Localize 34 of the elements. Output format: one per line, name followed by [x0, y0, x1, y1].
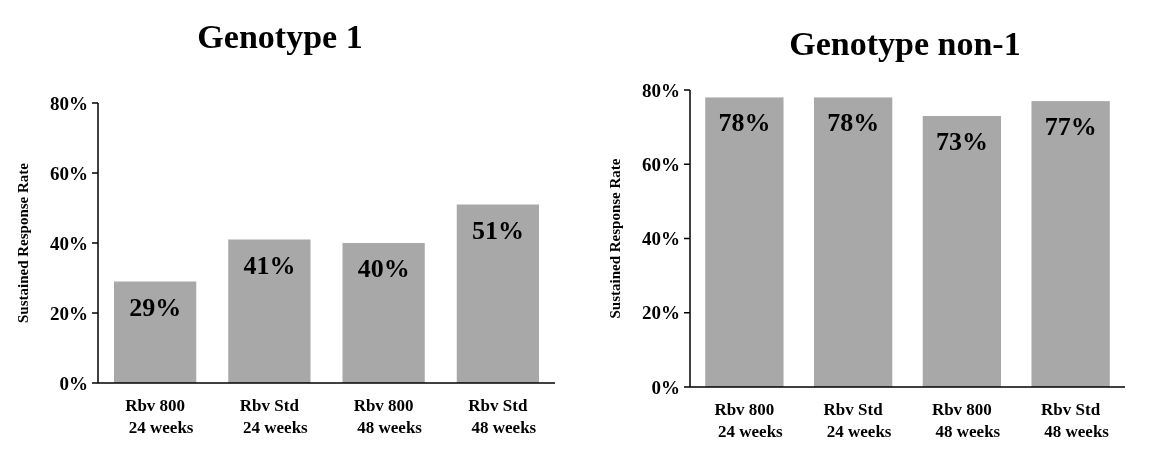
data-label: 78%: [827, 108, 880, 138]
y-tick-label: 20%: [50, 302, 88, 324]
data-label: 51%: [471, 215, 524, 245]
y-tick-label: 40%: [50, 232, 88, 254]
y-tick-label: 0%: [651, 376, 680, 398]
bar: [342, 243, 425, 383]
x-tick-label: Rbv Std 24 weeks: [239, 396, 309, 437]
x-tick-label: Rbv Std 48 weeks: [468, 396, 537, 437]
y-tick-label: 60%: [50, 162, 88, 184]
data-label: 78%: [718, 108, 771, 138]
x-tick-label: Rbv 800 48 weeks: [353, 396, 423, 437]
chart-title: Genotype non-1: [789, 25, 1021, 62]
x-tick-label: Rbv Std 48 weeks: [1041, 400, 1110, 441]
y-tick-label: 80%: [642, 79, 680, 101]
bar: [114, 281, 197, 383]
y-tick-label: 0%: [59, 372, 88, 394]
bar: [228, 239, 311, 383]
bar: [456, 204, 540, 383]
y-tick-label: 60%: [642, 153, 680, 175]
x-tick-label: Rbv 800 48 weeks: [931, 400, 1001, 441]
data-label: 29%: [129, 292, 182, 322]
data-label: 40%: [357, 254, 410, 283]
x-tick-label: Rbv Std 24 weeks: [823, 400, 892, 441]
x-tick-label: Rbv 800 24 weeks: [125, 396, 194, 437]
data-label: 73%: [935, 126, 988, 156]
chart-title: Genotype 1: [197, 18, 363, 55]
y-axis-title: Sustained Response Rate: [15, 162, 31, 324]
y-axis-title: Sustained Response Rate: [607, 158, 623, 319]
y-tick-label: 20%: [642, 302, 680, 324]
y-tick-label: 40%: [642, 228, 680, 250]
data-label: 77%: [1044, 112, 1097, 142]
data-label: 41%: [243, 250, 296, 280]
y-tick-label: 80%: [50, 92, 88, 114]
x-tick-label: Rbv 800 24 weeks: [714, 400, 784, 441]
